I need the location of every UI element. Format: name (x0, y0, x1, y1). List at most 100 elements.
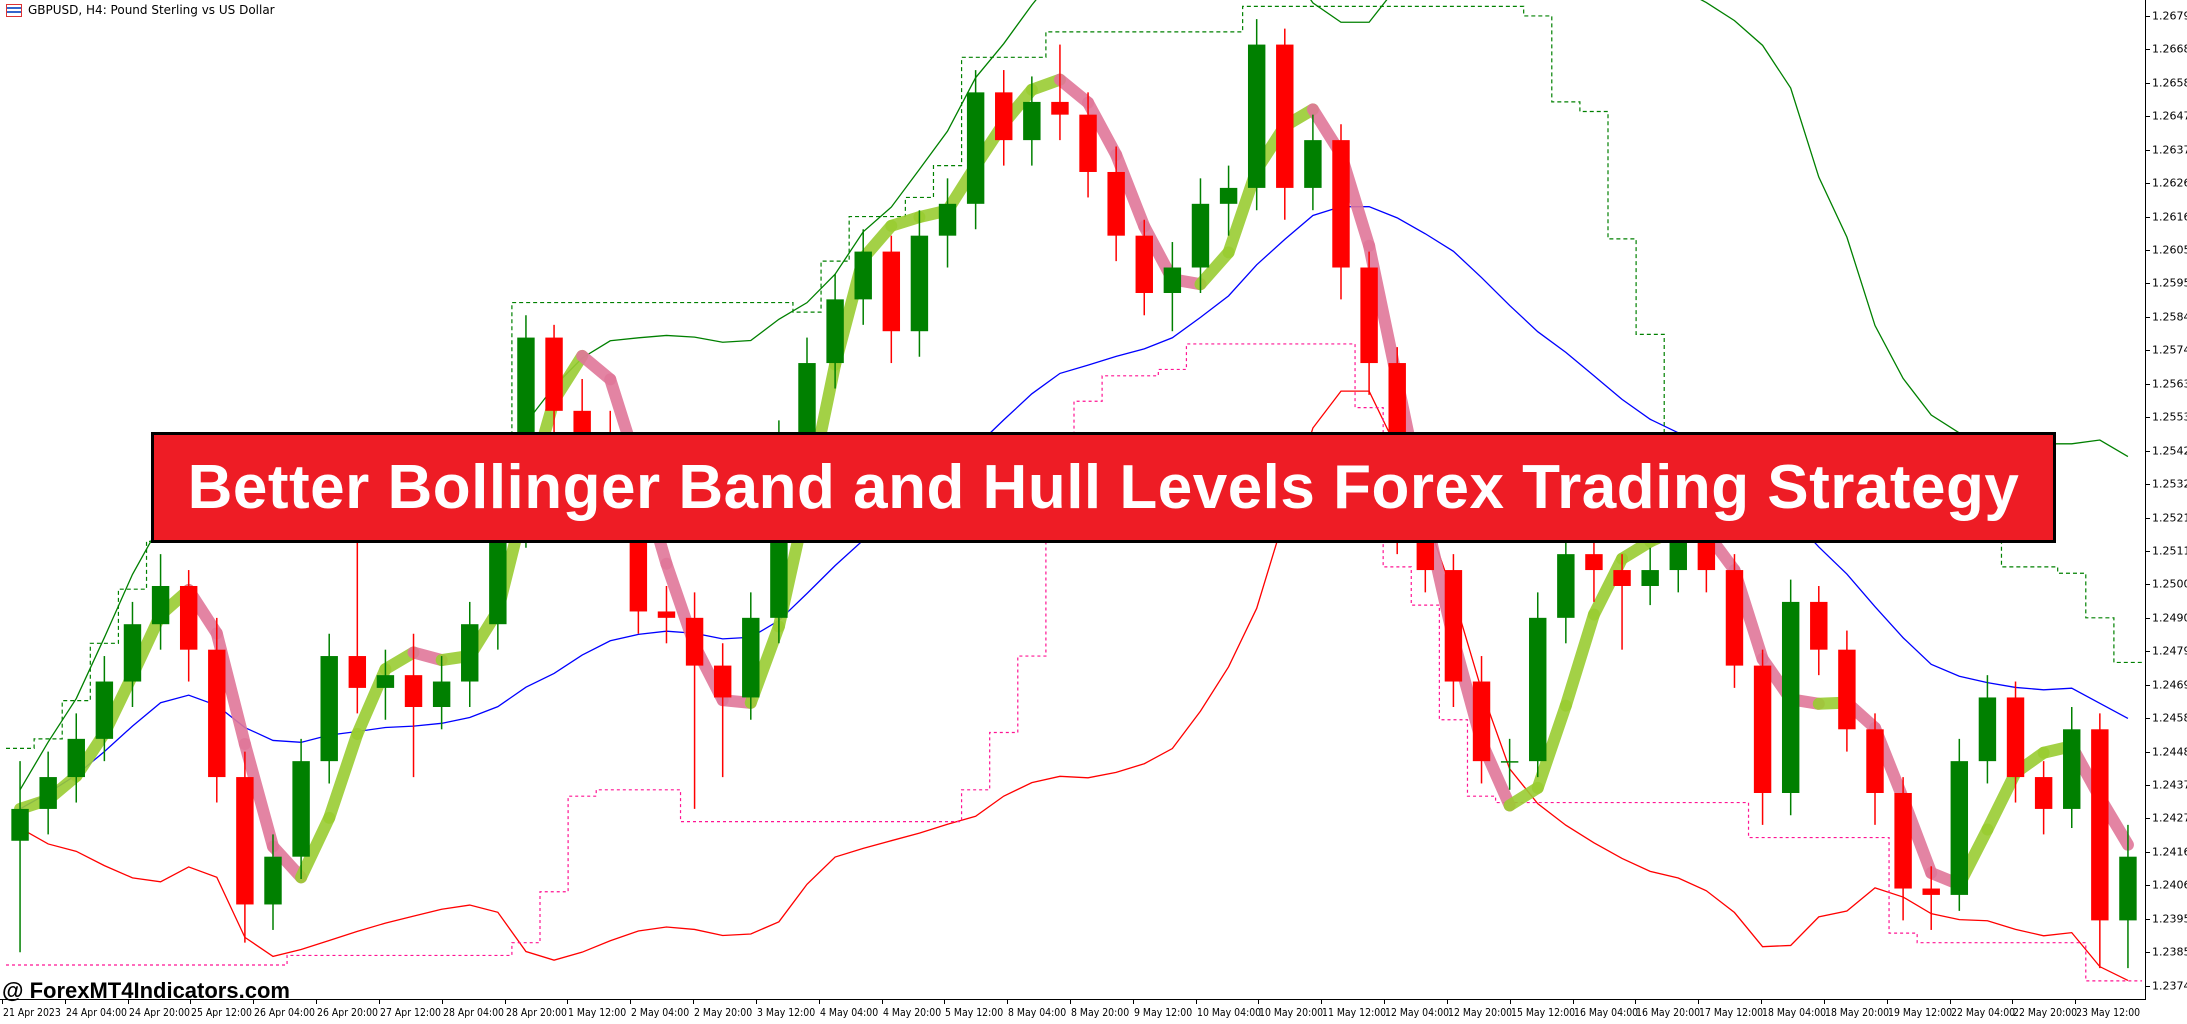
candle-bull (123, 624, 142, 682)
candle-bear (1725, 570, 1744, 666)
time-tick (693, 1000, 695, 1004)
price-tick (2146, 718, 2150, 720)
time-label: 3 May 12:00 (756, 1006, 816, 1019)
candle-bear (1079, 114, 1097, 172)
price-tick (2146, 383, 2150, 385)
banner-text: Better Bollinger Band and Hull Levels Fo… (187, 453, 2020, 522)
candle-bear (1866, 729, 1884, 793)
time-label: 24 Apr 04:00 (65, 1006, 127, 1019)
time-label: 16 May 04:00 (1573, 1006, 1638, 1019)
candle-bear (1276, 44, 1294, 188)
price-tick (2146, 818, 2150, 820)
time-label: 4 May 20:00 (882, 1006, 941, 1019)
candle-bull (1500, 761, 1519, 763)
time-tick (1635, 1000, 1637, 1004)
candle-bear (208, 649, 226, 778)
candle-bear (882, 251, 901, 332)
watermark: @ ForexMT4Indicators.com (2, 978, 290, 1003)
candle-bull (432, 681, 451, 708)
candle-bull (798, 363, 816, 443)
time-tick (1195, 1000, 1197, 1004)
candle-bear (657, 611, 676, 618)
hull-band-up (1194, 246, 1235, 291)
candle-bull (2119, 856, 2137, 921)
price-label: 1.25530 (2152, 410, 2187, 424)
price-tick (2146, 651, 2150, 653)
time-tick (2012, 1000, 2014, 1004)
candle-bull (2063, 729, 2081, 809)
time-tick (1509, 1000, 1511, 1004)
candle-bull (938, 203, 957, 236)
time-tick (1321, 1000, 1323, 1004)
hull-band-down (267, 840, 308, 884)
candle-bull (320, 656, 338, 762)
price-tick (2146, 918, 2150, 920)
candle-bear (404, 675, 423, 708)
price-tick (2146, 952, 2150, 954)
time-label: 4 May 04:00 (819, 1006, 878, 1019)
price-label: 1.24690 (2152, 678, 2187, 692)
candle-bear (2091, 729, 2109, 921)
time-tick (630, 1000, 632, 1004)
candle-bull (376, 675, 395, 688)
candle-bull (1557, 554, 1575, 618)
candle-bull (1023, 101, 1041, 141)
price-tick (2146, 350, 2150, 352)
candle-bull (1950, 761, 1969, 895)
hull-band-up (1559, 608, 1600, 712)
candle-bull (489, 522, 507, 625)
candle-bear (348, 656, 367, 688)
time-tick (1258, 1000, 1260, 1004)
candle-bear (1613, 570, 1631, 586)
time-tick (881, 1000, 883, 1004)
candle-bull (1304, 140, 1322, 188)
candle-bear (1472, 681, 1491, 762)
price-label: 1.24270 (2152, 811, 2187, 825)
candle-bear (236, 777, 254, 905)
time-label: 22 May 20:00 (2013, 1006, 2078, 1019)
price-label: 1.23850 (2152, 945, 2187, 959)
candle-bear (713, 665, 732, 698)
price-label: 1.26685 (2152, 42, 2187, 56)
candle-bear (995, 92, 1013, 141)
candle-bull (461, 624, 479, 682)
hull-band-down (1053, 73, 1095, 109)
hull-band-up (1981, 766, 2022, 836)
bb-lower-line (19, 390, 2129, 982)
time-tick (1070, 1000, 1071, 1004)
candle-bear (1135, 235, 1153, 293)
price-tick (2146, 851, 2150, 853)
price-label: 1.25635 (2152, 377, 2187, 391)
candle-bull (292, 761, 310, 857)
time-tick (378, 1000, 380, 1004)
candle-bear (685, 617, 704, 666)
candle-bear (1051, 101, 1069, 115)
candle-bear (1753, 665, 1772, 793)
candle-bull (39, 777, 57, 809)
candle-bull (1247, 44, 1266, 188)
time-label: 28 Apr 04:00 (442, 1006, 504, 1019)
price-label: 1.25110 (2152, 544, 2187, 558)
candle-bull (67, 738, 85, 778)
time-label: 8 May 04:00 (1008, 1006, 1067, 1019)
candle-bear (1810, 601, 1828, 650)
candle-bull (1641, 570, 1659, 586)
candle-bear (179, 585, 198, 650)
time-label: 19 May 12:00 (1887, 1006, 1952, 1019)
candle-bull (264, 856, 282, 905)
price-label: 1.23955 (2152, 912, 2187, 926)
candle-bear (1894, 792, 1912, 889)
candle-bull (1191, 203, 1210, 268)
candle-bull (910, 235, 929, 332)
hull-band-down (1082, 96, 1123, 161)
price-label: 1.25215 (2152, 511, 2187, 525)
price-tick (2146, 82, 2150, 84)
time-tick (944, 1000, 946, 1004)
time-label: 27 Apr 12:00 (379, 1006, 441, 1019)
price-label: 1.23745 (2152, 979, 2187, 993)
time-label: 10 May 20:00 (1259, 1006, 1324, 1019)
price-label: 1.25320 (2152, 477, 2187, 491)
chart-window-icon (6, 3, 22, 17)
price-tick (2146, 785, 2150, 787)
hull-band-down (1110, 148, 1151, 233)
